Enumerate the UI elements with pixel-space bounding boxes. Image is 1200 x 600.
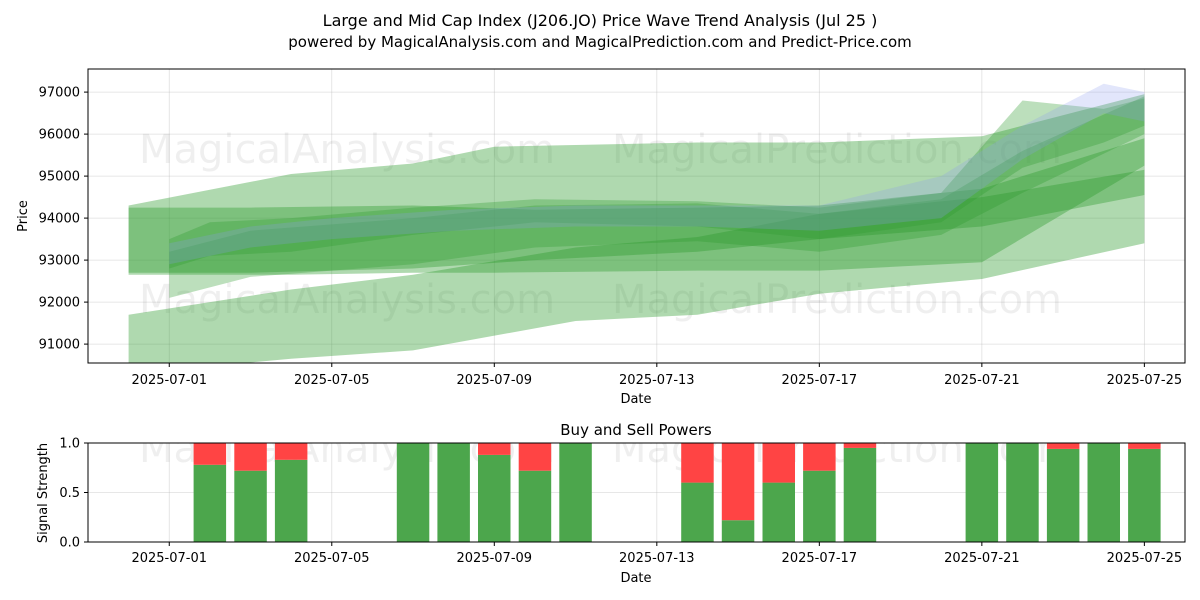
buy-bar [843, 447, 877, 542]
buy-bar [965, 443, 999, 542]
signal-ticks: 2025-07-01 2025-07-05 2025-07-09 2025-07-13… [59, 437, 1182, 567]
sell-bar [762, 443, 795, 483]
buy-bar [1006, 443, 1039, 542]
signal-y-tick-label: 0.0 [59, 536, 80, 551]
buy-bar [1046, 448, 1080, 542]
buy-bar [762, 482, 795, 542]
price-y-axis-label: Price [16, 200, 31, 232]
signal-chart-title: Buy and Sell Powers [560, 421, 712, 439]
buy-bar [396, 443, 430, 542]
signal-bars [193, 443, 1161, 542]
price-y-tick-label: 94000 [39, 212, 80, 227]
wave-band-6 [169, 83, 1145, 265]
buy-bar [803, 470, 836, 542]
buy-bar [478, 454, 511, 542]
price-y-tick-label: 95000 [39, 170, 80, 185]
sell-bar [1128, 443, 1161, 449]
wave-band-4 [169, 96, 1145, 298]
price-plot-frame [87, 68, 1186, 364]
price-ticks: 2025-07-01 2025-07-05 2025-07-09 2025-07-13… [39, 86, 1183, 388]
buy-bar [1087, 443, 1120, 542]
price-y-tick-label: 92000 [39, 296, 80, 311]
signal-x-tick-label: 2025-07-13 [619, 551, 695, 566]
signal-x-tick-label: 2025-07-25 [1107, 551, 1183, 566]
price-x-tick-label: 2025-07-17 [782, 373, 858, 388]
buy-bar [681, 482, 714, 542]
signal-y-tick-label: 0.5 [59, 486, 80, 501]
price-x-tick-label: 2025-07-05 [294, 373, 370, 388]
sell-bar [234, 443, 267, 471]
price-x-tick-label: 2025-07-21 [944, 373, 1020, 388]
buy-bar [559, 443, 592, 542]
sell-bar [681, 443, 714, 483]
price-x-tick-label: 2025-07-01 [131, 373, 207, 388]
price-x-axis-label: Date [620, 392, 651, 407]
sell-bar [518, 443, 552, 471]
wave-band-5 [169, 98, 1145, 269]
watermark-prediction-mid: MagicalPrediction.com [612, 277, 1062, 323]
sell-bar [274, 443, 308, 460]
chart-title: Large and Mid Cap Index (J206.JO) Price … [323, 11, 878, 30]
signal-x-tick-label: 2025-07-01 [131, 551, 207, 566]
signal-x-tick-label: 2025-07-09 [457, 551, 533, 566]
buy-bar [234, 470, 267, 542]
sell-bar [478, 443, 511, 455]
sell-bar [843, 443, 877, 448]
sell-bar [803, 443, 836, 471]
buy-bar [274, 459, 308, 542]
price-x-tick-label: 2025-07-13 [619, 373, 695, 388]
signal-x-tick-label: 2025-07-17 [782, 551, 858, 566]
sell-bar [1046, 443, 1080, 449]
signal-x-tick-label: 2025-07-21 [944, 551, 1020, 566]
price-x-tick-label: 2025-07-25 [1107, 373, 1183, 388]
wave-band-1 [128, 94, 1145, 275]
watermark-prediction-top: MagicalPrediction.com [612, 127, 1062, 173]
wave-bands [128, 83, 1145, 363]
price-y-tick-label: 96000 [39, 128, 80, 143]
buy-bar [437, 443, 470, 542]
chart-subtitle: powered by MagicalAnalysis.com and Magic… [288, 33, 912, 51]
watermark-analysis-mid: MagicalAnalysis.com [139, 277, 555, 323]
buy-bar [721, 520, 755, 542]
price-x-tick-label: 2025-07-09 [457, 373, 533, 388]
buy-bar [518, 470, 552, 542]
price-y-tick-label: 91000 [39, 338, 80, 353]
signal-panel: Buy and Sell Powers MagicalAnalysis.com … [36, 421, 1186, 586]
sell-bar [193, 443, 227, 465]
price-panel: MagicalAnalysis.com MagicalPrediction.co… [16, 68, 1186, 407]
price-y-tick-label: 93000 [39, 254, 80, 269]
buy-bar [193, 464, 227, 542]
wave-band-2 [128, 169, 1145, 363]
watermark-analysis-top: MagicalAnalysis.com [139, 127, 555, 173]
sell-bar [721, 443, 755, 521]
price-grid [88, 69, 1185, 363]
signal-y-tick-label: 1.0 [59, 437, 80, 452]
signal-y-axis-label: Signal Strength [36, 443, 51, 543]
wave-band-3 [128, 138, 1145, 273]
signal-x-axis-label: Date [620, 571, 651, 586]
signal-x-tick-label: 2025-07-05 [294, 551, 370, 566]
price-y-tick-label: 97000 [39, 86, 80, 101]
buy-bar [1128, 448, 1161, 542]
